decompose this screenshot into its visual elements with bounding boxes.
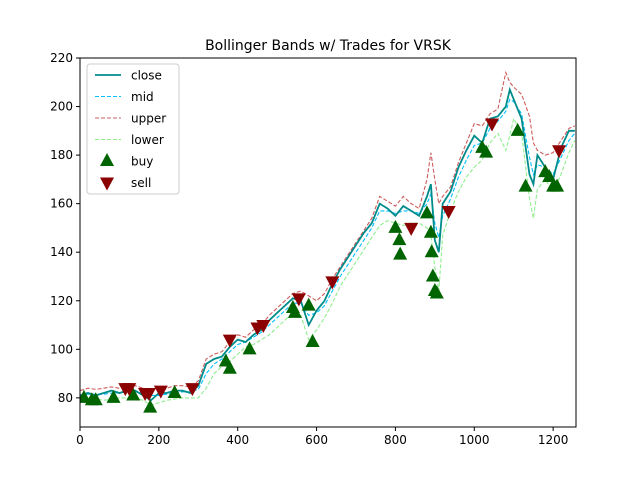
buy-marker: [388, 219, 403, 233]
series-line-mid: [80, 98, 576, 396]
buy-marker: [126, 387, 141, 401]
buy-marker: [222, 360, 237, 374]
buy-marker: [550, 178, 565, 192]
buy-marker: [242, 341, 257, 355]
buy-marker: [425, 268, 440, 282]
y-tick-label: 220: [50, 51, 73, 65]
y-tick-label: 200: [50, 100, 73, 114]
sell-marker: [256, 320, 271, 334]
legend-label-upper: upper: [131, 112, 166, 126]
sell-marker: [485, 118, 500, 132]
legend-label-sell: sell: [131, 176, 151, 190]
x-tick-label: 600: [305, 433, 328, 447]
sell-marker: [141, 388, 156, 402]
y-axis: 80 100 120 140 160 180 200 220: [50, 51, 80, 405]
series-line-close: [80, 86, 575, 402]
y-tick-label: 140: [50, 245, 73, 259]
y-tick-label: 100: [50, 342, 73, 356]
legend-label-lower: lower: [131, 133, 164, 147]
y-tick-label: 180: [50, 148, 73, 162]
chart-title: Bollinger Bands w/ Trades for VRSK: [205, 38, 452, 54]
x-tick-label: 800: [384, 433, 407, 447]
buy-marker: [479, 144, 494, 158]
series-line-lower: [80, 117, 576, 406]
x-tick-label: 400: [226, 433, 249, 447]
buy-marker: [287, 304, 302, 318]
buy-marker: [301, 297, 316, 311]
sell-marker: [441, 205, 456, 219]
buy-marker: [393, 246, 408, 260]
buy-marker: [419, 205, 434, 219]
axes-frame: [79, 57, 577, 428]
x-tick-label: 200: [147, 433, 170, 447]
y-tick-label: 120: [50, 294, 73, 308]
buy-marker: [510, 122, 525, 136]
buy-marker: [429, 285, 444, 299]
buy-marker: [518, 178, 533, 192]
x-tick-label: 0: [76, 433, 84, 447]
sell-marker: [222, 334, 237, 348]
buy-marker: [143, 399, 158, 413]
sell-marker: [185, 383, 200, 397]
marker-layer: [80, 118, 567, 413]
legend-label-mid: mid: [131, 90, 154, 104]
series-layer: [80, 70, 576, 406]
legend-label-buy: buy: [131, 155, 153, 169]
sell-marker: [552, 145, 567, 159]
legend-swatch-buy: [100, 153, 114, 166]
buy-marker: [305, 334, 320, 348]
y-tick-label: 80: [58, 391, 73, 405]
buy-marker: [106, 389, 121, 403]
x-tick-label: 1200: [538, 433, 569, 447]
legend-swatch-sell: [100, 177, 114, 191]
x-tick-label: 1000: [459, 433, 490, 447]
legend-label-close: close: [131, 69, 162, 83]
buy-marker: [424, 244, 439, 258]
sell-marker: [122, 383, 137, 397]
sell-marker: [404, 222, 419, 236]
buy-marker: [423, 224, 438, 238]
sell-marker: [291, 293, 306, 307]
y-tick-label: 160: [50, 197, 73, 211]
legend-box: [86, 63, 180, 195]
series-line-upper: [80, 70, 576, 392]
buy-marker: [542, 168, 557, 182]
sell-marker: [153, 385, 168, 399]
buy-marker: [392, 232, 407, 246]
sell-marker: [325, 276, 340, 290]
x-axis: 0 200 400 600 800 1000 1200: [76, 427, 568, 447]
buy-marker: [88, 392, 103, 406]
buy-marker: [167, 385, 182, 399]
legend: close mid upper lower buy sell: [86, 63, 180, 195]
